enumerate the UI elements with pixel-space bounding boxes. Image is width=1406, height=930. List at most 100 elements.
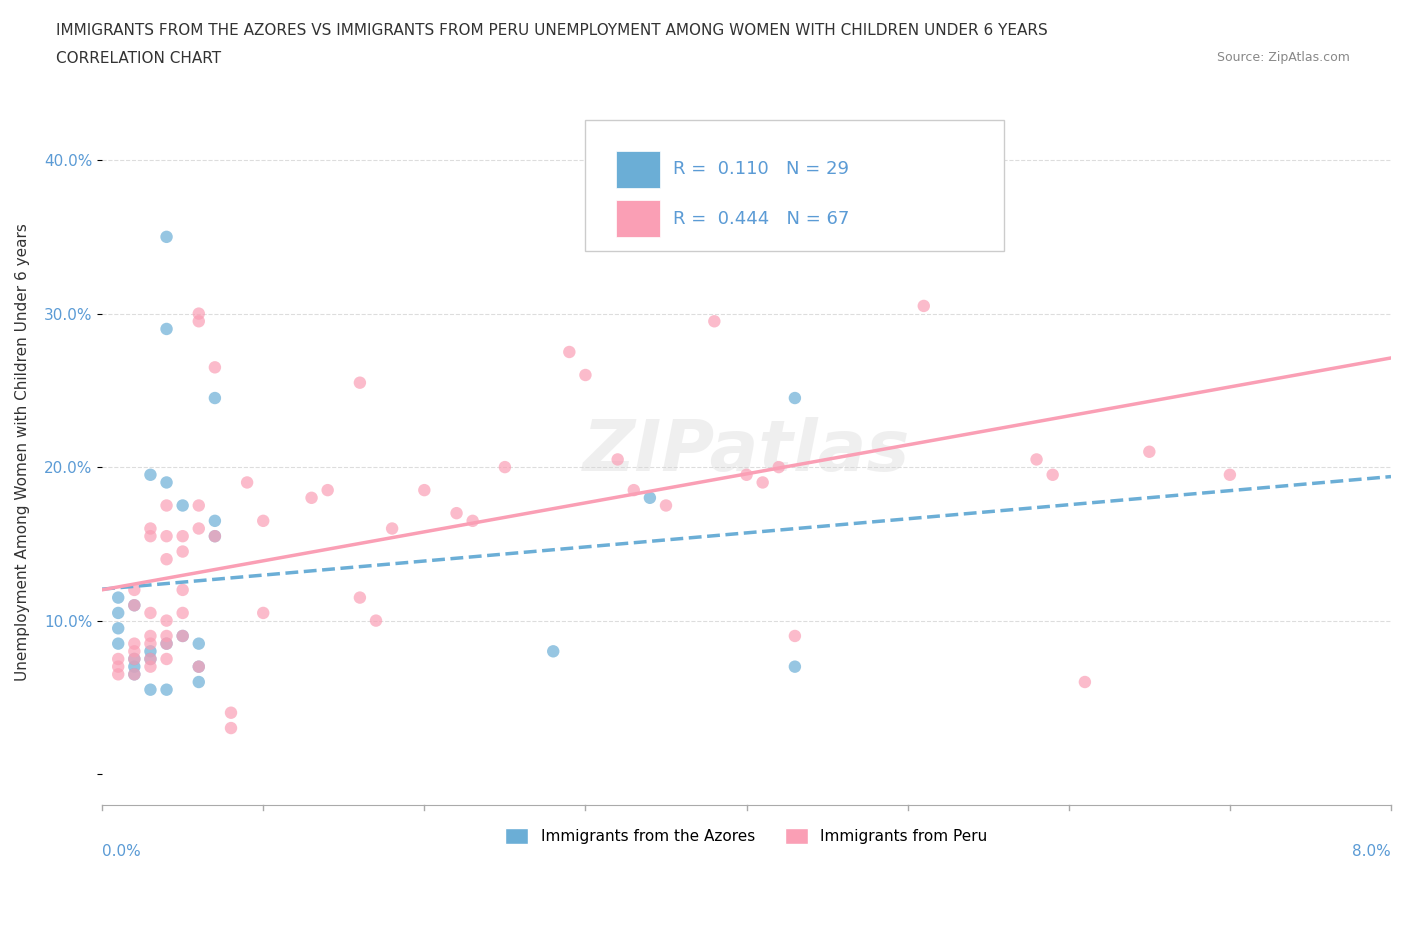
Point [172, 629, 194, 644]
Point [655, 498, 678, 513]
Point [107, 591, 129, 605]
Point [219, 721, 242, 736]
Point [541, 644, 564, 658]
Point [187, 659, 209, 674]
Point [139, 683, 162, 698]
Point [172, 529, 194, 544]
Point [638, 490, 661, 505]
FancyBboxPatch shape [616, 151, 661, 188]
Point [124, 582, 146, 597]
Point [768, 459, 790, 474]
Point [139, 652, 162, 667]
Point [187, 498, 209, 513]
Point [155, 629, 177, 644]
Point [155, 636, 177, 651]
Point [413, 483, 436, 498]
Y-axis label: Unemployment Among Women with Children Under 6 years: Unemployment Among Women with Children U… [15, 223, 30, 681]
Point [783, 629, 806, 644]
Point [107, 659, 129, 674]
Point [204, 513, 226, 528]
Point [606, 452, 628, 467]
Point [155, 551, 177, 566]
Point [139, 636, 162, 651]
Point [172, 582, 194, 597]
Point [139, 652, 162, 667]
Point [187, 674, 209, 689]
Point [252, 513, 274, 528]
Point [172, 605, 194, 620]
Point [461, 513, 484, 528]
Point [124, 667, 146, 682]
Point [1042, 468, 1064, 483]
Point [751, 475, 773, 490]
Point [1025, 452, 1047, 467]
Point [139, 629, 162, 644]
Point [172, 498, 194, 513]
Point [252, 605, 274, 620]
Point [349, 591, 371, 605]
FancyBboxPatch shape [585, 120, 1004, 250]
Point [172, 629, 194, 644]
Point [124, 636, 146, 651]
Point [107, 605, 129, 620]
Text: 0.0%: 0.0% [103, 844, 141, 858]
Point [187, 313, 209, 328]
Point [236, 475, 259, 490]
Point [783, 391, 806, 405]
Text: Source: ZipAtlas.com: Source: ZipAtlas.com [1216, 51, 1350, 64]
Point [897, 199, 920, 214]
Point [187, 659, 209, 674]
Text: ZIPatlas: ZIPatlas [583, 418, 910, 486]
Point [139, 605, 162, 620]
Point [124, 652, 146, 667]
Point [124, 598, 146, 613]
Point [124, 652, 146, 667]
FancyBboxPatch shape [616, 200, 661, 237]
Point [574, 367, 596, 382]
Text: CORRELATION CHART: CORRELATION CHART [56, 51, 221, 66]
Point [124, 644, 146, 658]
Point [155, 322, 177, 337]
Point [155, 475, 177, 490]
Point [139, 659, 162, 674]
Point [155, 613, 177, 628]
Text: IMMIGRANTS FROM THE AZORES VS IMMIGRANTS FROM PERU UNEMPLOYMENT AMONG WOMEN WITH: IMMIGRANTS FROM THE AZORES VS IMMIGRANTS… [56, 23, 1047, 38]
Text: R =  0.110   N = 29: R = 0.110 N = 29 [673, 160, 849, 179]
Point [494, 459, 516, 474]
Point [155, 230, 177, 245]
Point [187, 306, 209, 321]
Point [155, 652, 177, 667]
Point [349, 375, 371, 390]
Point [316, 483, 339, 498]
Point [107, 652, 129, 667]
Point [139, 644, 162, 658]
Point [155, 683, 177, 698]
Point [1219, 468, 1241, 483]
Point [107, 621, 129, 636]
Point [364, 613, 387, 628]
Point [783, 659, 806, 674]
Point [139, 468, 162, 483]
Point [558, 344, 581, 359]
Point [219, 705, 242, 720]
Point [124, 659, 146, 674]
Point [703, 313, 725, 328]
Point [139, 529, 162, 544]
Point [107, 667, 129, 682]
Point [912, 299, 935, 313]
Point [124, 598, 146, 613]
Point [204, 529, 226, 544]
Point [204, 529, 226, 544]
Point [124, 667, 146, 682]
Point [623, 483, 645, 498]
Point [1074, 674, 1097, 689]
Point [381, 521, 404, 536]
Point [155, 498, 177, 513]
Point [187, 521, 209, 536]
Point [139, 521, 162, 536]
Point [172, 544, 194, 559]
Point [446, 506, 468, 521]
Point [187, 636, 209, 651]
Point [204, 360, 226, 375]
Point [155, 636, 177, 651]
